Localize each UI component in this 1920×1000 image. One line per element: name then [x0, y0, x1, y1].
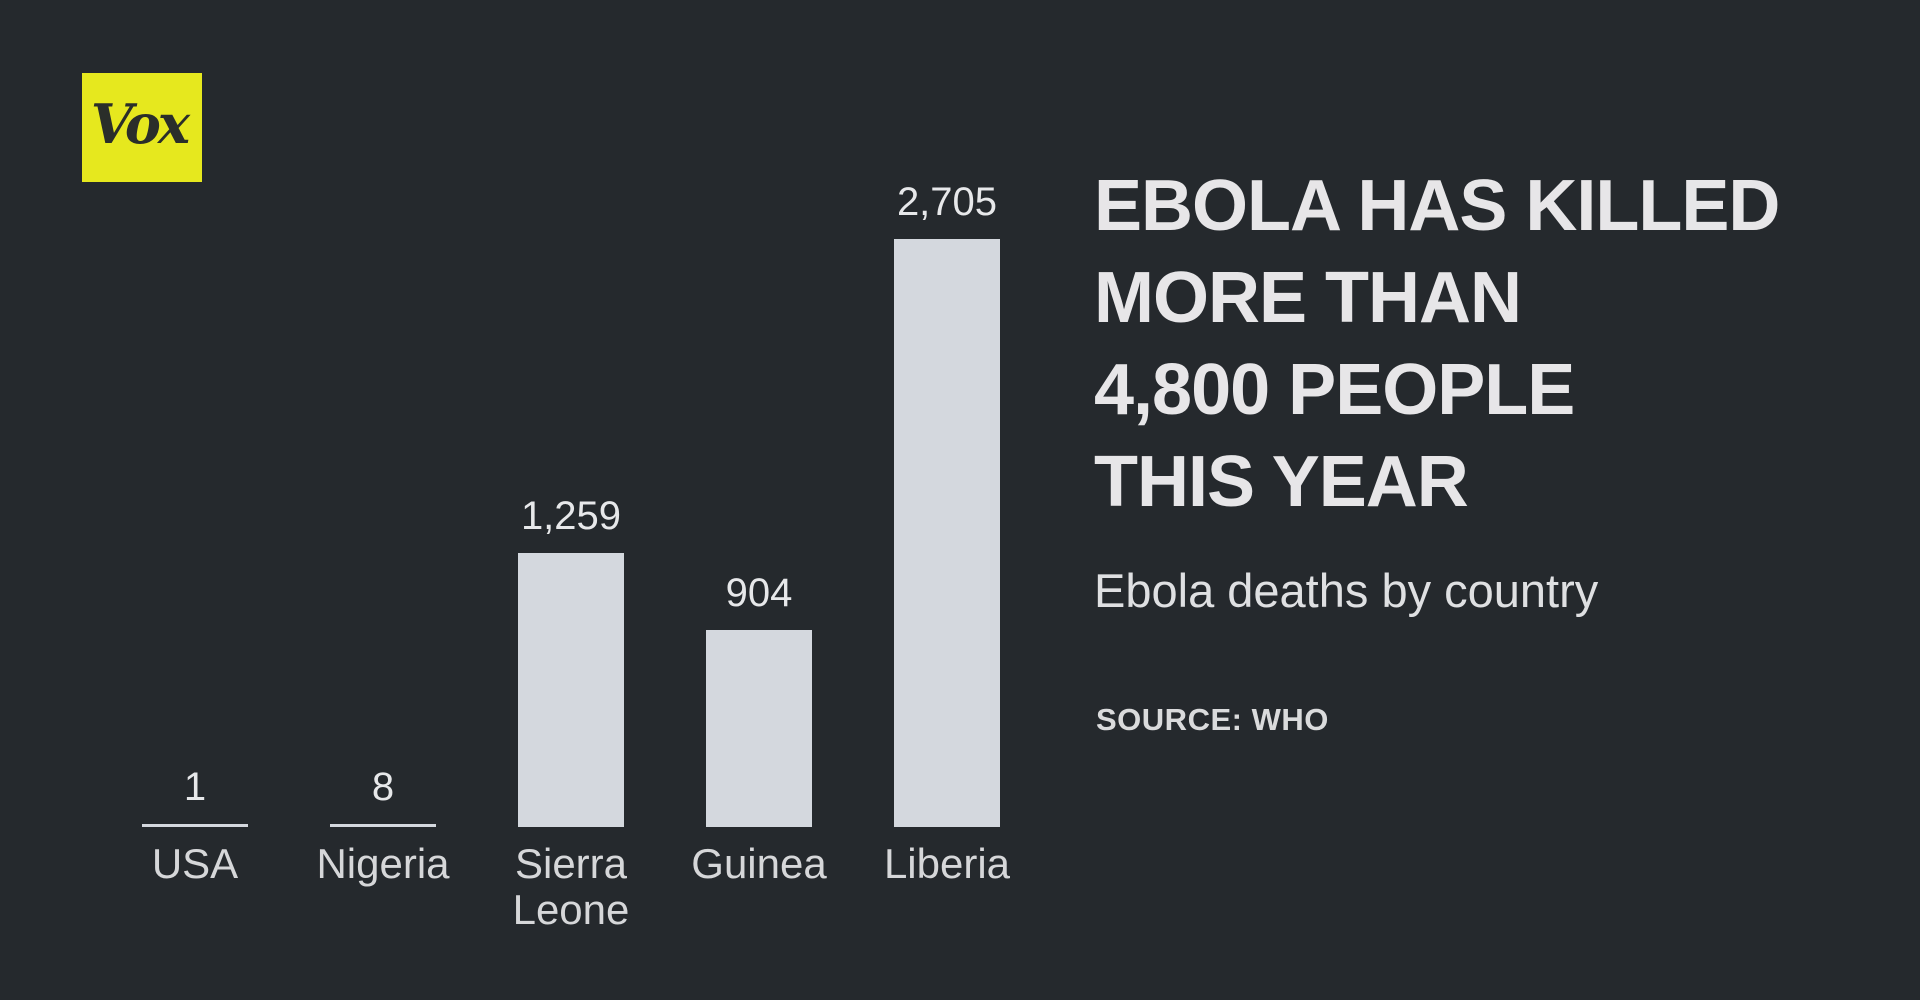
bar: [894, 239, 1000, 827]
bar-value: 1,259: [520, 494, 622, 538]
bar-value: 8: [371, 765, 395, 809]
headline-line-2: MORE THAN: [1094, 258, 1522, 338]
headline-line-3: 4,800 PEOPLE: [1094, 350, 1575, 430]
bar-label: Guinea: [691, 840, 827, 887]
bar: [518, 553, 624, 827]
bar-label: Liberia: [883, 840, 1011, 887]
bar-value: 904: [725, 571, 793, 615]
bar: [142, 824, 248, 827]
bar-column: 2,705 Liberia: [884, 180, 1010, 887]
headline: EBOLA HAS KILLED MORE THAN 4,800 PEOPLE …: [1094, 160, 1780, 528]
bar-label: Nigeria: [316, 840, 450, 887]
bar-column: 1,259 Sierra Leone: [513, 494, 630, 933]
bar-value: 2,705: [896, 180, 998, 224]
bar-column: 904 Guinea: [691, 571, 826, 887]
bar: [330, 824, 436, 827]
bar-column: 8 Nigeria: [316, 765, 449, 887]
vox-logo-text: Vox: [90, 91, 190, 156]
headline-line-1: EBOLA HAS KILLED: [1094, 166, 1780, 246]
vox-logo: Vox: [82, 73, 202, 182]
bar-column: 1 USA: [142, 765, 248, 887]
bar-label: USA: [151, 840, 239, 887]
bar-label: Sierra Leone: [512, 840, 630, 933]
headline-line-4: THIS YEAR: [1094, 442, 1469, 522]
bar: [706, 630, 812, 827]
bar-chart: 1 USA 8 Nigeria 1,259 Sierra Leone 904 Guinea 2,…: [142, 180, 1010, 933]
chart-subtitle: Ebola deaths by country: [1094, 564, 1599, 617]
source-label: SOURCE: WHO: [1096, 702, 1329, 737]
bar-value: 1: [183, 765, 207, 809]
